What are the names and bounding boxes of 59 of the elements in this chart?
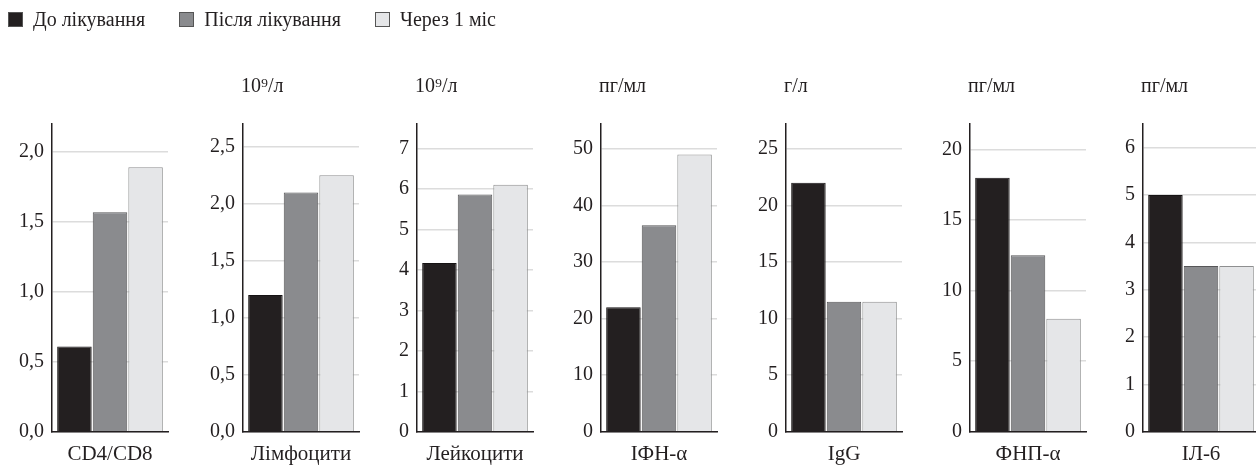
y-tick-label: 3 <box>1125 276 1135 299</box>
y-axis-title: 10⁹/л <box>241 74 284 97</box>
y-tick-label: 50 <box>573 136 593 159</box>
y-axis-title: пг/мл <box>968 74 1016 97</box>
x-axis-title: IgG <box>827 440 861 465</box>
y-tick-label: 10 <box>573 362 593 385</box>
y-tick-label: 2 <box>1125 324 1135 347</box>
legend-label: Після лікування <box>204 8 341 31</box>
legend-label: Через 1 міс <box>399 8 496 31</box>
y-tick-label: 2,0 <box>210 191 235 214</box>
y-tick-label: 3 <box>399 297 409 320</box>
y-tick-label: 15 <box>758 249 778 272</box>
y-tick-label: 0,0 <box>19 419 44 442</box>
y-tick-label: 40 <box>573 192 593 215</box>
x-axis-title: ІФН-α <box>630 440 688 465</box>
y-tick-label: 2,5 <box>210 134 235 157</box>
y-tick-label: 5 <box>952 348 962 371</box>
y-tick-label: 25 <box>758 136 778 159</box>
y-tick-label: 0 <box>768 419 778 442</box>
x-axis-title: ФНП-α <box>995 440 1061 465</box>
y-tick-label: 6 <box>1125 134 1135 157</box>
y-tick-label: 5 <box>1125 182 1135 205</box>
y-tick-label: 1 <box>1125 371 1135 394</box>
y-tick-label: 20 <box>573 305 593 328</box>
y-tick-label: 20 <box>758 192 778 215</box>
x-axis-title: ІЛ-6 <box>1181 440 1221 465</box>
y-tick-label: 30 <box>573 249 593 272</box>
y-tick-label: 0 <box>952 419 962 442</box>
y-axis-title: г/л <box>784 74 808 97</box>
y-tick-label: 4 <box>1125 229 1135 252</box>
y-tick-label: 6 <box>399 176 409 199</box>
y-tick-label: 4 <box>399 257 409 280</box>
y-tick-label: 0 <box>583 419 593 442</box>
y-tick-label: 0,5 <box>19 349 44 372</box>
y-tick-label: 5 <box>768 362 778 385</box>
y-tick-label: 5 <box>399 216 409 239</box>
y-tick-label: 1,0 <box>210 305 235 328</box>
y-tick-label: 0 <box>1125 419 1135 442</box>
y-tick-label: 2 <box>399 338 409 361</box>
y-tick-label: 2,0 <box>19 139 44 162</box>
y-tick-label: 1,0 <box>19 279 44 302</box>
y-tick-label: 0,5 <box>210 362 235 385</box>
x-axis-title: Лімфоцити <box>250 440 352 465</box>
y-tick-label: 1 <box>399 378 409 401</box>
y-tick-label: 10 <box>758 305 778 328</box>
y-axis-title: 10⁹/л <box>415 74 458 97</box>
x-axis-title: Лейкоцити <box>426 440 524 465</box>
y-tick-label: 7 <box>399 135 409 158</box>
y-tick-label: 20 <box>942 136 962 159</box>
y-tick-label: 10 <box>942 277 962 300</box>
y-tick-label: 1,5 <box>19 209 44 232</box>
y-tick-label: 0 <box>399 419 409 442</box>
y-axis-title: пг/мл <box>1141 74 1189 97</box>
y-tick-label: 1,5 <box>210 248 235 271</box>
legend-label: До лікування <box>33 8 146 31</box>
y-tick-label: 0,0 <box>210 419 235 442</box>
y-axis-title: пг/мл <box>599 74 647 97</box>
x-axis-title: CD4/CD8 <box>67 440 153 465</box>
y-tick-label: 15 <box>942 207 962 230</box>
